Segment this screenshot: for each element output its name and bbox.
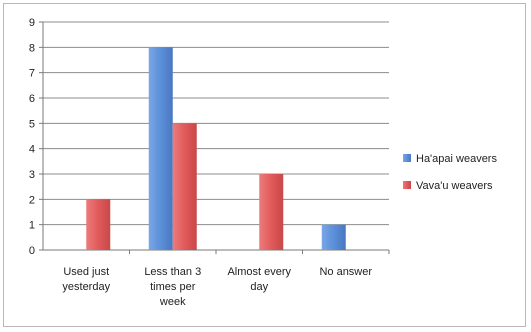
bar-vavau-1 — [172, 123, 197, 250]
y-tick-label: 0 — [29, 245, 35, 257]
x-category-label: Less than 3 times per week — [144, 266, 201, 308]
legend-label: Vava'u weavers — [416, 180, 493, 192]
y-tick-labels: 0 1 2 3 4 5 6 7 8 9 — [29, 17, 35, 257]
y-tick-label: 2 — [29, 194, 35, 206]
bar-haapai-1 — [148, 47, 173, 251]
bar-haapai-3 — [321, 224, 346, 250]
x-category-label: No answer — [319, 266, 372, 278]
bar-vavau-2 — [259, 174, 284, 250]
y-tick-label: 1 — [29, 220, 35, 232]
y-tick-label: 4 — [29, 144, 35, 156]
y-tick-label: 9 — [29, 17, 35, 29]
legend-swatch — [403, 154, 411, 162]
x-category-label: Almost every day — [227, 266, 291, 293]
y-tick-label: 5 — [29, 118, 35, 130]
chart-frame — [3, 3, 526, 327]
bar-vavau-0 — [86, 199, 111, 250]
gridlines — [43, 21, 389, 226]
x-category-label: Used just yesterday — [62, 266, 110, 293]
y-tick-label: 6 — [29, 93, 35, 105]
bars — [86, 47, 346, 251]
y-tick-label: 7 — [29, 68, 35, 80]
legend-swatch — [403, 181, 411, 189]
legend-label: Ha'apai weavers — [416, 153, 497, 165]
category-labels: Used just yesterday Less than 3 times per we… — [62, 266, 372, 308]
legend: Ha'apai weavers Vava'u weavers — [403, 153, 497, 192]
y-tick-label: 8 — [29, 42, 35, 54]
y-tick-label: 3 — [29, 169, 35, 181]
